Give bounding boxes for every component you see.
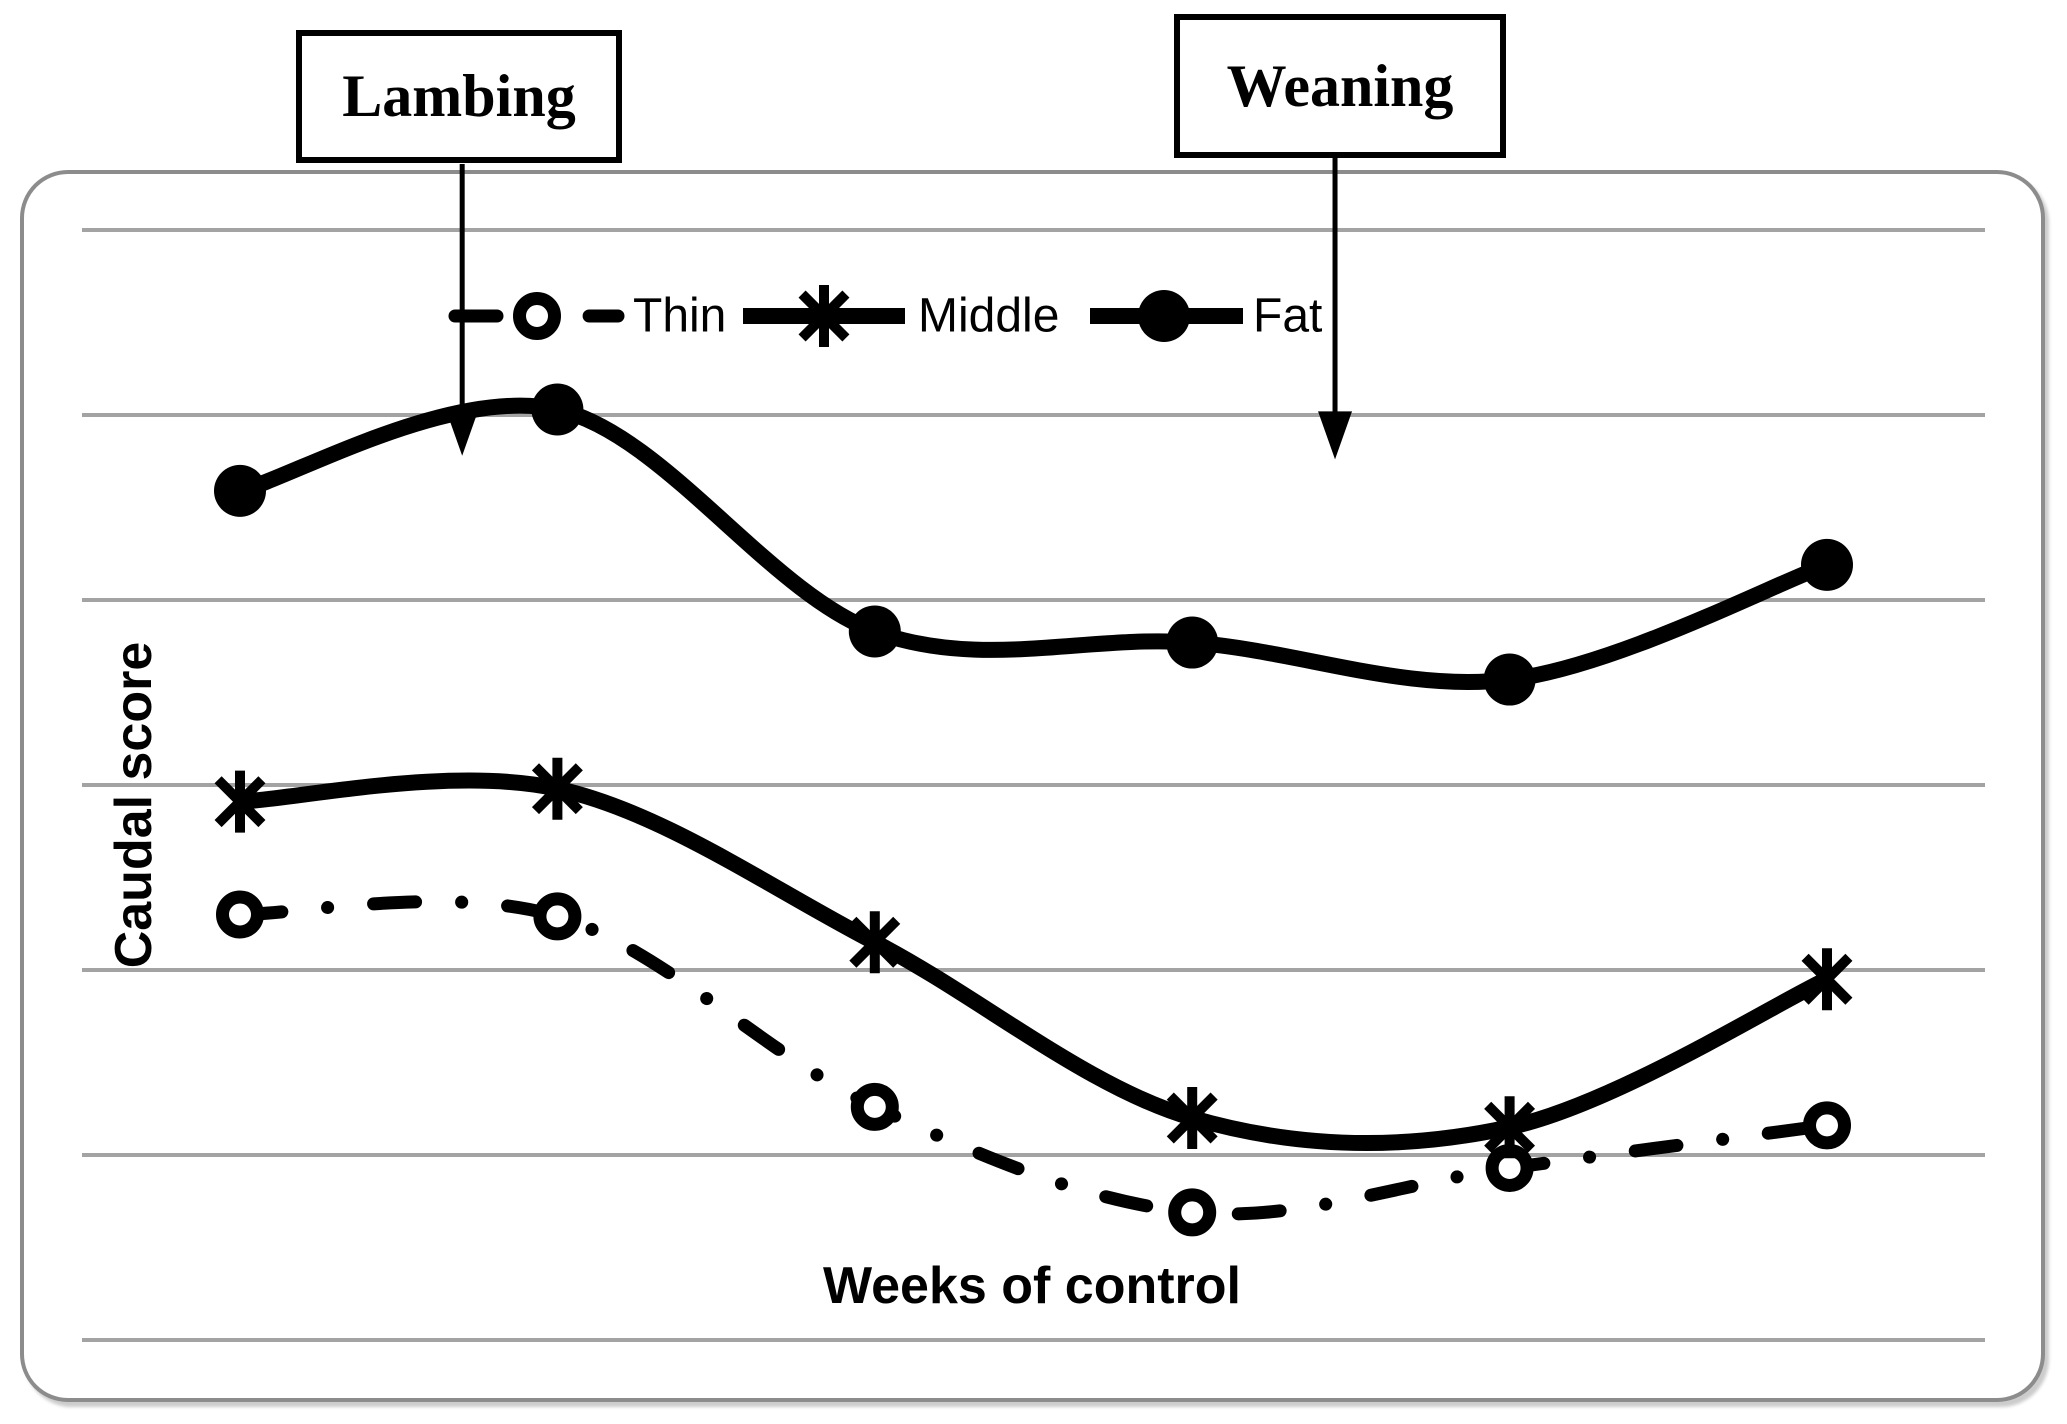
middle-marker — [214, 776, 266, 828]
lambing-callout-box: Lambing — [296, 30, 622, 163]
x-axis-title: Weeks of control — [822, 1257, 1241, 1315]
thin-marker — [1168, 1188, 1217, 1237]
middle-marker — [849, 916, 901, 968]
fat-marker — [1166, 616, 1219, 669]
lambing-label: Lambing — [342, 63, 576, 129]
middle-marker — [1166, 1092, 1218, 1144]
fat-series-line — [237, 397, 1830, 690]
legend-marker-fat — [1138, 290, 1190, 342]
middle-series-line — [239, 772, 1831, 1152]
thin-marker — [850, 1082, 899, 1131]
middle-marker — [1484, 1101, 1536, 1153]
weaning-callout-box: Weaning — [1174, 14, 1506, 158]
middle-marker — [1801, 953, 1853, 1005]
legend-label-thin: Thin — [633, 290, 726, 343]
weaning-arrow-head — [1318, 411, 1353, 460]
weaning-label: Weaning — [1226, 52, 1454, 119]
thin-marker — [533, 892, 582, 941]
legend-label-middle: Middle — [918, 290, 1059, 343]
thin-series-line — [233, 895, 1834, 1221]
fat-marker — [1801, 538, 1853, 591]
legend-label-fat: Fat — [1253, 290, 1322, 343]
fat-marker — [214, 464, 266, 517]
y-axis-title: Caudal score — [105, 641, 163, 969]
thin-marker — [216, 890, 264, 939]
fat-marker — [531, 383, 584, 436]
legend-marker-thin — [513, 292, 561, 340]
middle-marker — [531, 763, 583, 815]
thin-marker — [1803, 1101, 1851, 1150]
fat-marker — [1483, 653, 1536, 706]
fat-marker — [848, 605, 901, 658]
legend-marker-middle — [798, 290, 850, 342]
